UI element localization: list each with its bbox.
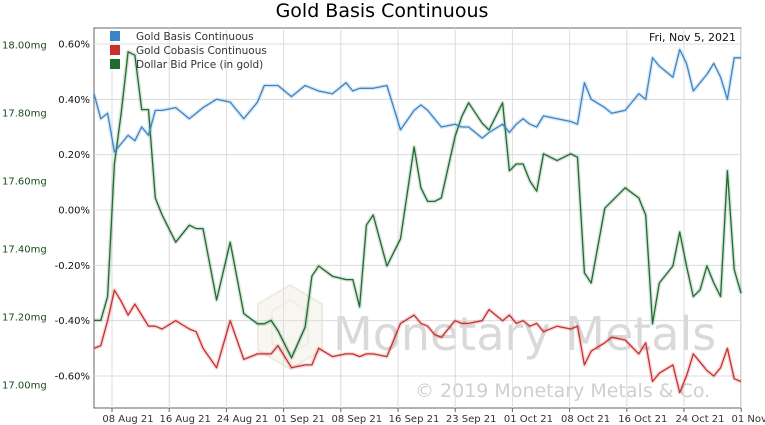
- x-tick-label: 01 Oct 21: [504, 414, 553, 425]
- left-tick-label: 18.00mg: [2, 41, 47, 52]
- left-tick-label: 17.40mg: [2, 245, 47, 256]
- legend-item-gold-cobasis[interactable]: Gold Cobasis Continuous: [110, 45, 267, 57]
- x-tick-label: 24 Oct 21: [675, 414, 724, 425]
- legend-swatch: [110, 59, 120, 69]
- x-axis: 08 Aug 21 16 Aug 21 24 Aug 21 01 Sep 21 08 S…: [102, 408, 765, 425]
- left-tick-label: 17.20mg: [2, 313, 47, 324]
- x-tick-label: 16 Oct 21: [618, 414, 667, 425]
- inner-tick-label: -0.40%: [55, 316, 90, 327]
- x-tick-label: 08 Sep 21: [331, 414, 382, 425]
- dollar-bid-line[interactable]: [94, 51, 742, 359]
- legend-label: Gold Basis Continuous: [136, 31, 254, 43]
- legend-swatch: [110, 31, 120, 41]
- legend-item-gold-basis[interactable]: Gold Basis Continuous: [110, 31, 254, 43]
- inner-tick-label: 0.60%: [58, 40, 90, 51]
- date-label: Fri, Nov 5, 2021: [649, 31, 736, 44]
- inner-tick-label: -0.60%: [55, 372, 90, 383]
- legend-swatch: [110, 45, 120, 55]
- x-tick-label: 16 Aug 21: [160, 414, 211, 425]
- inner-tick-label: 0.20%: [58, 150, 90, 161]
- legend: Gold Basis Continuous Gold Cobasis Conti…: [110, 31, 267, 71]
- inner-tick-label: 0.00%: [58, 206, 90, 217]
- series-layer: [92, 47, 743, 395]
- legend-item-dollar-bid[interactable]: Dollar Bid Price (in gold): [110, 59, 263, 71]
- x-tick-label: 23 Sep 21: [446, 414, 497, 425]
- x-tick-label: 16 Sep 21: [389, 414, 440, 425]
- x-tick-label: 01 Nov 21: [732, 414, 765, 425]
- gold-cobasis-line[interactable]: [93, 289, 742, 394]
- left-tick-label: 17.80mg: [2, 109, 47, 120]
- x-tick-label: 08 Aug 21: [102, 414, 153, 425]
- x-tick-label: 08 Oct 21: [561, 414, 610, 425]
- x-tick-label: 01 Sep 21: [274, 414, 325, 425]
- inner-tick-label: -0.20%: [55, 261, 90, 272]
- x-tick-label: 24 Aug 21: [217, 414, 268, 425]
- left-axis: 17.00mg 17.20mg 17.40mg 17.60mg 17.80mg 18.00…: [2, 41, 47, 392]
- watermark-copyright: © 2019 Monetary Metals & Co.: [415, 380, 710, 402]
- legend-label: Gold Cobasis Continuous: [136, 45, 267, 57]
- gold-basis-line[interactable]: [93, 48, 741, 153]
- grid: [94, 28, 742, 408]
- chart-title: Gold Basis Continuous: [276, 0, 489, 22]
- left-tick-label: 17.00mg: [2, 381, 47, 392]
- left-tick-label: 17.60mg: [2, 177, 47, 188]
- legend-label: Dollar Bid Price (in gold): [136, 59, 263, 71]
- inner-axis: -0.60% -0.40% -0.20% 0.00% 0.20% 0.40% 0.60%: [55, 40, 90, 383]
- inner-tick-label: 0.40%: [58, 95, 90, 106]
